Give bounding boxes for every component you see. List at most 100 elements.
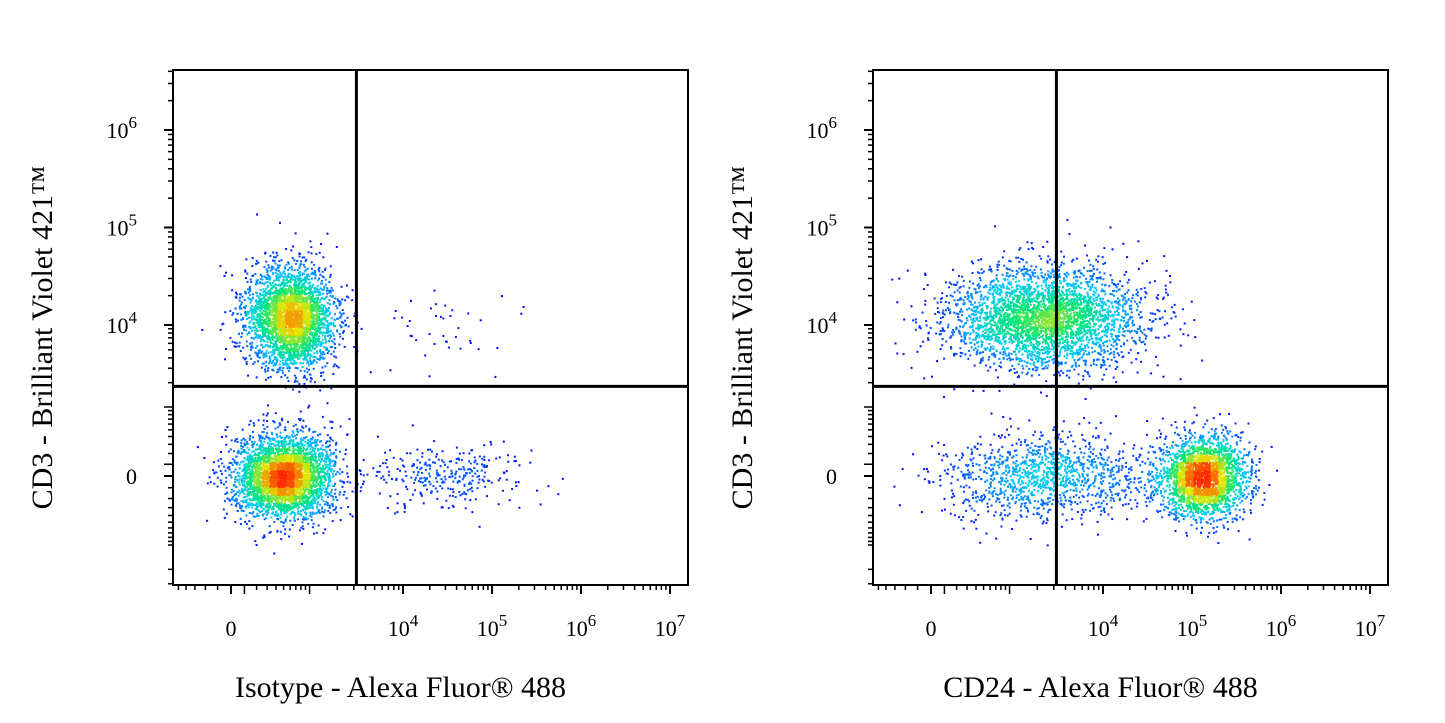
event-dot — [385, 459, 388, 461]
event-dot — [409, 334, 412, 337]
event-dot — [306, 344, 309, 347]
event-dot — [287, 370, 290, 373]
event-dot — [283, 284, 286, 287]
event-dot — [281, 333, 284, 336]
event-dot — [315, 333, 318, 335]
event-dot — [323, 324, 326, 327]
event-dot — [333, 313, 336, 316]
event-dot — [305, 487, 308, 490]
event-dot — [409, 498, 412, 501]
event-dot — [276, 307, 279, 310]
event-dot — [273, 336, 276, 339]
event-dot — [327, 464, 330, 467]
event-dot — [259, 307, 262, 310]
event-dot — [239, 505, 242, 508]
event-dot — [260, 506, 263, 509]
event-dot — [260, 343, 263, 346]
event-dot — [319, 389, 322, 392]
event-dot — [227, 450, 230, 453]
event-dot — [419, 461, 422, 464]
event-dot — [280, 440, 283, 443]
event-dot — [276, 530, 279, 533]
event-dot — [230, 439, 233, 442]
event-dot — [327, 485, 329, 487]
event-dot — [262, 413, 265, 416]
event-dot — [308, 491, 311, 494]
event-dot — [288, 273, 291, 276]
event-dot — [324, 335, 326, 338]
event-dot — [261, 336, 264, 338]
event-dot — [344, 324, 347, 327]
event-dot — [224, 429, 227, 431]
event-dot — [317, 315, 320, 318]
event-dot — [249, 453, 252, 456]
event-dot — [269, 290, 272, 293]
event-dot — [316, 496, 319, 499]
event-dot — [317, 318, 320, 321]
event-dot — [295, 290, 298, 293]
event-dot — [441, 480, 444, 483]
event-dot — [252, 422, 255, 425]
event-dot — [278, 274, 281, 277]
event-dot — [297, 452, 300, 455]
event-dot — [280, 504, 283, 507]
event-dot — [269, 351, 272, 354]
event-dot — [324, 503, 327, 506]
event-dot — [241, 474, 244, 477]
event-dot — [293, 360, 296, 362]
event-dot — [335, 506, 338, 509]
event-dot — [273, 256, 275, 259]
event-dot — [263, 362, 265, 365]
event-dot — [316, 511, 319, 514]
event-dot — [522, 306, 525, 308]
event-dot — [302, 516, 305, 518]
event-dot — [292, 245, 294, 248]
event-dot — [265, 504, 268, 506]
event-dot — [259, 273, 262, 276]
event-dot — [238, 489, 241, 492]
event-dot — [289, 277, 292, 279]
event-dot — [299, 369, 302, 372]
event-dot — [272, 324, 275, 326]
event-dot — [396, 493, 399, 495]
event-dot — [288, 284, 291, 287]
event-dot — [263, 327, 266, 330]
event-dot — [328, 468, 331, 471]
event-dot — [312, 303, 315, 306]
event-dot — [313, 317, 316, 320]
event-dot — [292, 388, 295, 391]
event-dot — [256, 354, 259, 357]
event-dot — [231, 313, 234, 316]
event-dot — [216, 476, 219, 479]
event-dot — [251, 341, 254, 344]
event-dot — [314, 274, 317, 277]
event-dot — [256, 492, 259, 495]
event-dot — [240, 500, 243, 502]
event-dot — [257, 313, 260, 316]
event-dot — [225, 480, 228, 483]
event-dot — [326, 491, 329, 494]
event-dot — [308, 343, 311, 346]
event-dot — [473, 467, 476, 470]
event-dot — [312, 347, 315, 349]
event-dot — [329, 321, 332, 324]
event-dot — [299, 297, 301, 300]
event-dot — [266, 460, 269, 463]
event-dot — [284, 501, 287, 504]
event-dot — [230, 488, 233, 491]
event-dot — [321, 317, 324, 320]
event-dot — [235, 291, 237, 294]
event-dot — [302, 349, 305, 352]
event-dot — [219, 328, 222, 331]
event-dot — [274, 283, 277, 286]
event-dot — [283, 511, 286, 514]
event-dot — [263, 500, 266, 503]
event-dot — [245, 451, 248, 454]
event-dot — [297, 431, 300, 434]
event-dot — [433, 289, 436, 292]
event-dot — [445, 499, 448, 502]
event-dot — [299, 410, 302, 413]
event-dot — [246, 493, 249, 496]
event-dot — [276, 443, 279, 446]
event-dot — [320, 457, 323, 460]
